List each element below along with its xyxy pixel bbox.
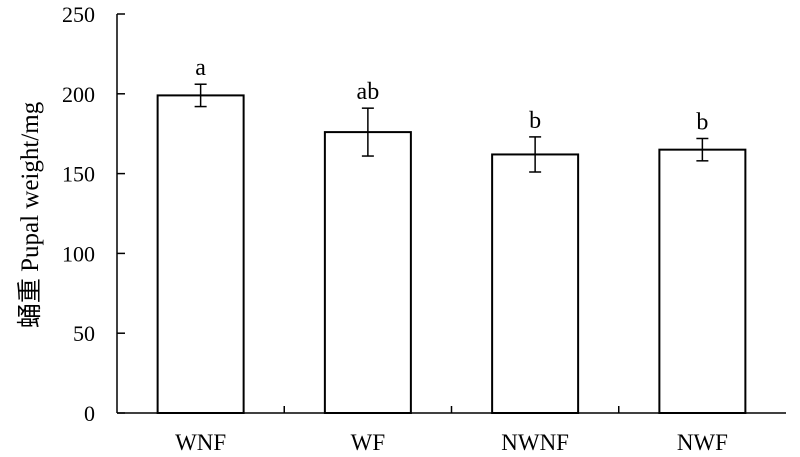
category-labels: WNF WF NWNF NWF: [175, 430, 728, 455]
y-tick-label: 150: [62, 162, 95, 187]
significance-label: ab: [357, 79, 380, 105]
significance-label: b: [529, 108, 541, 134]
category-label-wnf: WNF: [175, 430, 226, 455]
bar-wnf: [156, 94, 245, 414]
y-tick-label: 50: [73, 321, 95, 346]
bar-wf: [323, 131, 412, 414]
y-tick-label: 0: [84, 401, 95, 426]
y-tick-label: 250: [62, 2, 95, 27]
significance-label: a: [195, 55, 206, 81]
y-tick-label: 200: [62, 82, 95, 107]
bar-nwnf: [491, 153, 580, 414]
error-bars: [194, 83, 709, 173]
y-tick-label: 100: [62, 241, 95, 266]
bars: [156, 94, 747, 414]
bar-nwf: [658, 148, 747, 414]
significance-labels: a ab b b: [195, 55, 708, 135]
y-axis-label: 蛹重 Pupal weight/mg: [16, 101, 44, 328]
significance-label: b: [696, 109, 708, 135]
y-ticks: 0 50 100 150 200 250: [62, 2, 620, 426]
category-label-nwf: NWF: [677, 430, 728, 455]
category-label-wf: WF: [351, 430, 386, 455]
category-label-nwnf: NWNF: [501, 430, 569, 455]
